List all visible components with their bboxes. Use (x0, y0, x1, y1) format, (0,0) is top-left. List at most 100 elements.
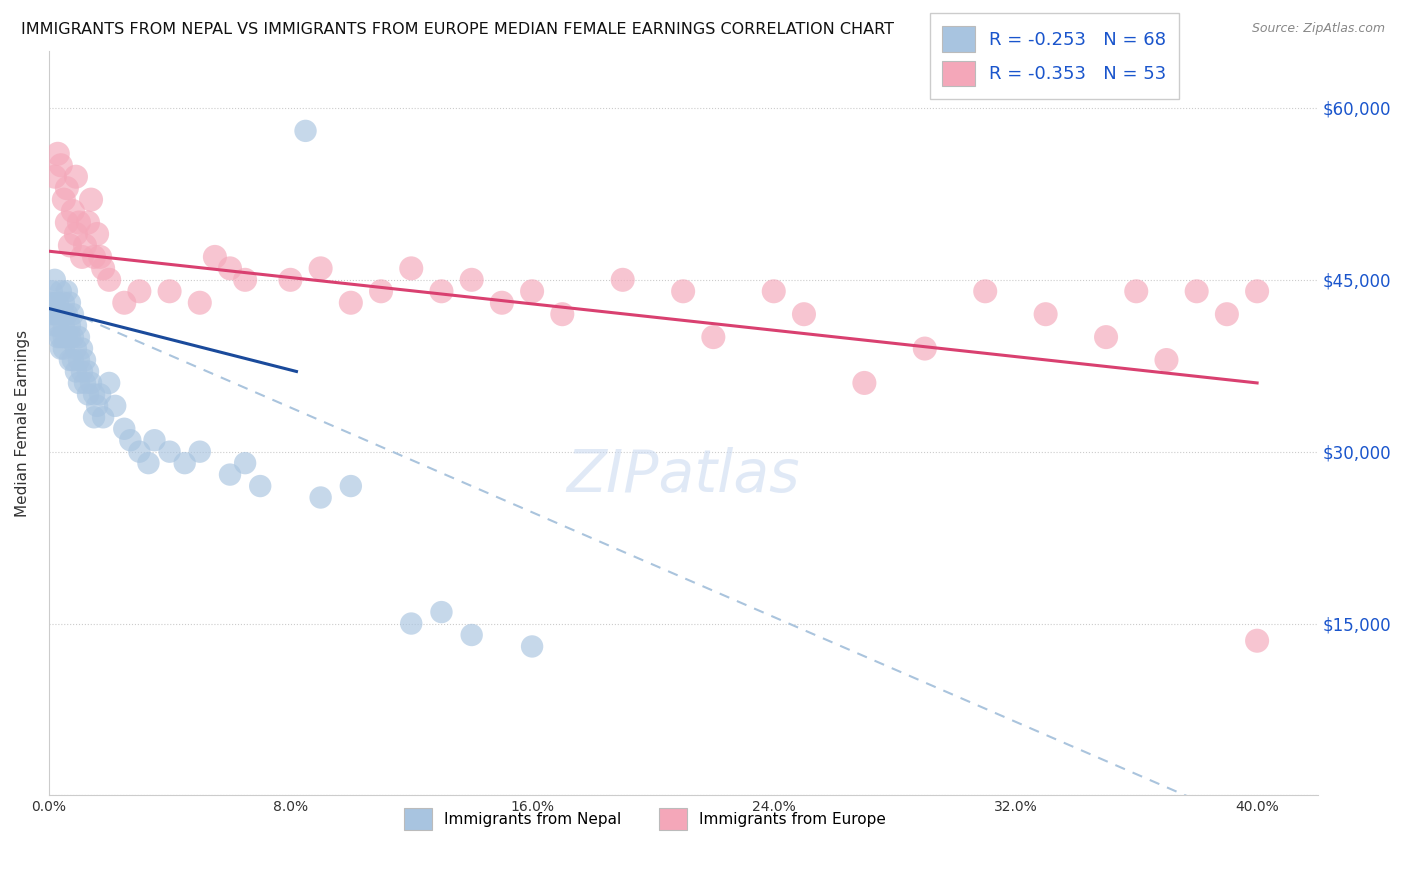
Point (59, 330, 82, 344)
Point (128, 444, 150, 458)
Point (612, 273, 634, 287)
Point (219, 467, 242, 482)
Point (41, 295, 63, 310)
Point (77, 364, 100, 378)
Point (1185, 285, 1208, 299)
Point (551, 307, 574, 321)
Point (73, 238, 96, 252)
Point (46, 330, 69, 344)
Point (340, 295, 363, 310)
Point (89, 250, 111, 264)
Point (65, 342, 87, 356)
Point (112, 422, 135, 436)
Point (59, 238, 82, 252)
Point (52, 295, 75, 310)
Point (204, 250, 226, 264)
Point (46, 295, 69, 310)
Point (159, 285, 181, 299)
Point (233, 456, 256, 470)
Point (62, 330, 84, 344)
Point (62, 204, 84, 219)
Point (44, 273, 66, 287)
Point (56, 330, 79, 344)
Point (1095, 330, 1118, 344)
Point (294, 124, 316, 138)
Point (233, 273, 256, 287)
Point (67, 376, 90, 390)
Point (249, 479, 271, 493)
Point (56, 285, 79, 299)
Point (853, 376, 876, 390)
Point (793, 307, 815, 321)
Point (98, 273, 121, 287)
Point (52, 193, 75, 207)
Point (49, 330, 72, 344)
Point (430, 285, 453, 299)
Point (104, 399, 127, 413)
Point (65, 169, 87, 184)
Point (41, 285, 63, 299)
Point (56, 181, 79, 195)
Point (138, 456, 160, 470)
Point (77, 387, 100, 401)
Point (46, 146, 69, 161)
Point (83, 250, 105, 264)
Text: Source: ZipAtlas.com: Source: ZipAtlas.com (1251, 22, 1385, 36)
Point (44, 295, 66, 310)
Point (49, 158, 72, 172)
Point (399, 616, 422, 631)
Point (56, 307, 79, 321)
Point (1125, 285, 1147, 299)
Point (70, 364, 93, 378)
Point (59, 295, 82, 310)
Point (91, 410, 114, 425)
Point (67, 215, 90, 229)
Point (491, 295, 513, 310)
Point (173, 456, 195, 470)
Point (280, 273, 302, 287)
Point (460, 273, 482, 287)
Point (41, 307, 63, 321)
Point (430, 605, 453, 619)
Point (52, 318, 75, 333)
Y-axis label: Median Female Earnings: Median Female Earnings (15, 329, 30, 516)
Point (65, 318, 87, 333)
Point (77, 215, 100, 229)
Point (52, 342, 75, 356)
Point (762, 285, 785, 299)
Point (520, 285, 543, 299)
Point (83, 410, 105, 425)
Point (83, 387, 105, 401)
Point (62, 353, 84, 368)
Point (370, 285, 392, 299)
Point (188, 444, 211, 458)
Point (56, 215, 79, 229)
Point (62, 307, 84, 321)
Point (702, 330, 724, 344)
Point (49, 285, 72, 299)
Point (80, 376, 103, 390)
Point (44, 318, 66, 333)
Point (1246, 285, 1268, 299)
Point (89, 387, 111, 401)
Point (914, 342, 936, 356)
Legend: Immigrants from Nepal, Immigrants from Europe: Immigrants from Nepal, Immigrants from E… (398, 802, 891, 836)
Point (65, 227, 87, 241)
Point (143, 434, 166, 448)
Point (309, 261, 332, 276)
Point (59, 353, 82, 368)
Point (67, 330, 90, 344)
Point (70, 342, 93, 356)
Point (98, 376, 121, 390)
Point (1216, 307, 1239, 321)
Point (188, 295, 211, 310)
Point (86, 227, 108, 241)
Point (1246, 633, 1268, 648)
Point (46, 307, 69, 321)
Point (672, 285, 695, 299)
Point (309, 491, 332, 505)
Point (86, 399, 108, 413)
Point (1035, 307, 1057, 321)
Point (340, 479, 363, 493)
Point (120, 434, 142, 448)
